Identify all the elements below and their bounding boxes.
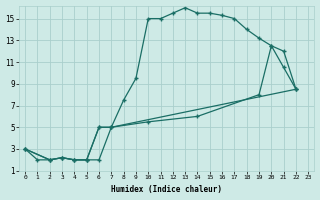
X-axis label: Humidex (Indice chaleur): Humidex (Indice chaleur) (111, 185, 222, 194)
